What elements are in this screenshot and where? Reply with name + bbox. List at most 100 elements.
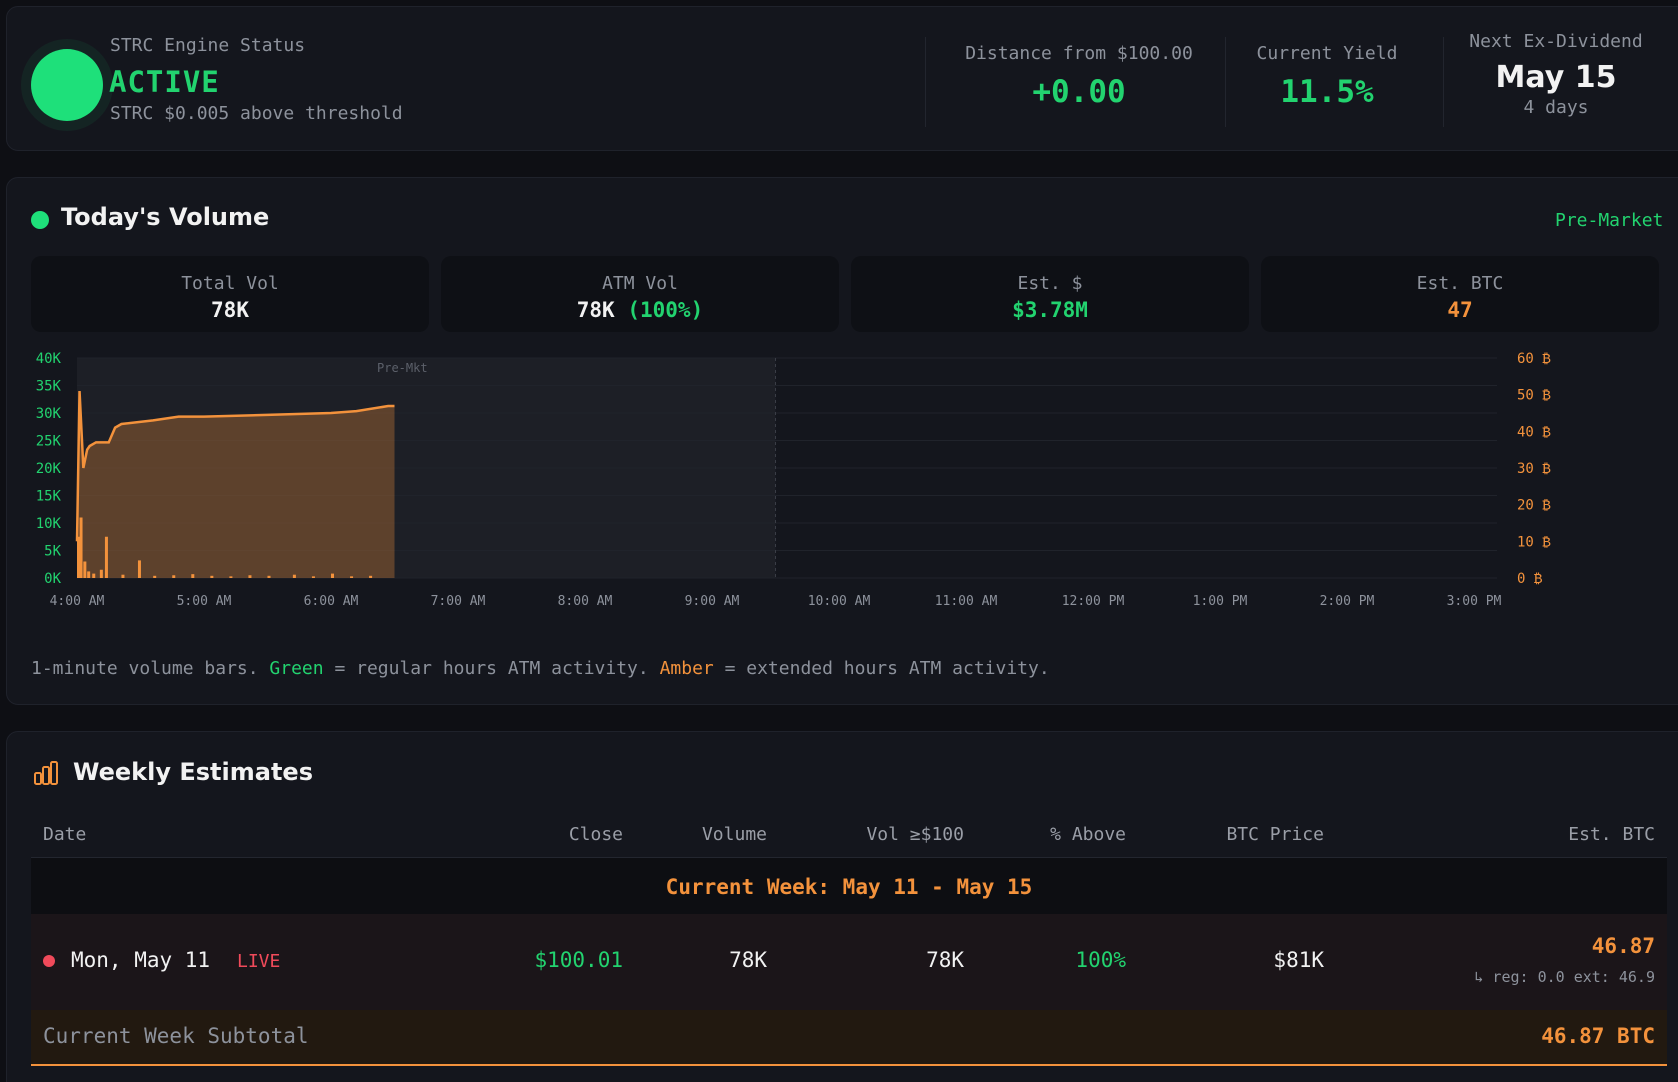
table-row[interactable]: Mon, May 11 LIVE $100.01 78K 78K 100% $8… [31, 914, 1667, 1010]
volume-chart[interactable]: Pre-Mkt 0K 5K 10K 15K 20K 25K 30K 35K 40K 0 ₿ 10 ₿ 2… [7, 348, 1677, 638]
legend-amber: Amber [659, 658, 714, 679]
cumulative-btc-area [77, 391, 395, 578]
row-vol-above: 78K [926, 948, 964, 972]
est-btc-value: 47 [1447, 298, 1473, 322]
x-tick-label: 2:00 PM [1320, 594, 1375, 609]
volume-bar [87, 571, 91, 578]
y-left-tick-label: 30K [36, 406, 62, 422]
x-tick-label: 1:00 PM [1193, 594, 1248, 609]
volume-bar [83, 561, 87, 578]
bar-chart-icon [34, 761, 58, 785]
x-tick-label: 10:00 AM [808, 594, 871, 609]
y-right-tick-label: 10 ₿ [1517, 534, 1551, 550]
atm-vol-value: 78K [576, 298, 615, 322]
yield-metric: Current Yield 11.5% [1237, 7, 1417, 152]
volume-bar [104, 536, 108, 578]
est-btc-label: Est. BTC [1416, 273, 1504, 294]
volume-bar [77, 536, 80, 578]
yield-value: 11.5% [1280, 74, 1374, 110]
distance-metric: Distance from $100.00 +0.00 [941, 7, 1217, 152]
volume-bar [172, 575, 176, 578]
volume-bar [229, 576, 233, 578]
live-badge: LIVE [237, 951, 281, 972]
col-est-btc[interactable]: Est. BTC [1568, 824, 1655, 845]
live-dot-icon [43, 955, 55, 967]
x-tick-label: 4:00 AM [50, 594, 105, 609]
live-indicator-icon [31, 211, 49, 229]
volume-bar [350, 576, 354, 578]
est-dollar-stat: Est. $ $3.78M [851, 256, 1249, 332]
ex-dividend-date: May 15 [1495, 60, 1617, 95]
x-tick-label: 6:00 AM [304, 594, 359, 609]
metric-divider [925, 37, 926, 127]
volume-bar [210, 575, 214, 578]
y-right-tick-label: 30 ₿ [1517, 461, 1551, 477]
y-right-tick-label: 60 ₿ [1517, 351, 1551, 367]
col-btc-price[interactable]: BTC Price [1226, 824, 1324, 845]
session-badge: Pre-Market [1555, 210, 1664, 231]
status-detail: STRC $0.005 above threshold [110, 103, 403, 124]
col-vol-above[interactable]: Vol ≥$100 [866, 824, 964, 845]
ex-dividend-countdown: 4 days [1523, 97, 1589, 118]
volume-bar [79, 517, 83, 578]
col-close[interactable]: Close [568, 824, 623, 845]
col-volume[interactable]: Volume [701, 824, 767, 845]
volume-bar [331, 573, 334, 578]
est-dollar-value: $3.78M [1012, 298, 1088, 322]
weekly-estimates-card: Weekly Estimates Date Close Volume Vol ≥… [6, 731, 1678, 1082]
metric-divider [1225, 37, 1226, 127]
y-left-tick-label: 20K [36, 461, 62, 477]
x-tick-label: 9:00 AM [685, 594, 740, 609]
volume-bar [248, 575, 252, 578]
subtotal-value: 46.87 BTC [1541, 1024, 1655, 1048]
atm-vol-label: ATM Vol [602, 273, 678, 294]
x-tick-label: 11:00 AM [935, 594, 998, 609]
week-subtotal-row: Current Week Subtotal 46.87 BTC [31, 1010, 1667, 1066]
row-btc-price: $81K [1273, 948, 1324, 972]
y-left-tick-label: 0K [44, 571, 61, 587]
volume-bar [369, 575, 373, 578]
x-tick-label: 8:00 AM [558, 594, 613, 609]
ex-dividend-metric: Next Ex-Dividend May 15 4 days [1451, 7, 1661, 152]
status-label: STRC Engine Status [110, 35, 306, 56]
status-state: ACTIVE [109, 65, 220, 99]
volume-bar [92, 573, 96, 578]
current-week-label: Current Week: May 11 - May 15 [665, 875, 1033, 899]
volume-bar [137, 560, 141, 578]
todays-volume-card: Today's Volume Pre-Market Total Vol 78K … [6, 177, 1678, 705]
legend-green: Green [269, 658, 324, 679]
y-left-tick-label: 5K [44, 544, 61, 560]
ex-dividend-label: Next Ex-Dividend [1469, 31, 1643, 52]
volume-bar [191, 574, 195, 578]
atm-vol-pct: (100%) [627, 298, 704, 322]
volume-bar [99, 569, 103, 578]
metric-divider [1443, 37, 1444, 127]
total-vol-stat: Total Vol 78K [31, 256, 429, 332]
y-right-tick-label: 50 ₿ [1517, 388, 1551, 404]
legend-text: = extended hours ATM activity. [713, 658, 1050, 679]
est-dollar-label: Est. $ [1017, 273, 1083, 294]
y-left-tick-label: 25K [36, 434, 62, 450]
total-vol-label: Total Vol [181, 273, 279, 294]
distance-label: Distance from $100.00 [965, 43, 1193, 64]
total-vol-value: 78K [211, 298, 249, 322]
cumulative-btc-line [75, 390, 395, 542]
legend-text: = regular hours ATM activity. [323, 658, 660, 679]
x-tick-label: 7:00 AM [431, 594, 486, 609]
row-close: $100.01 [534, 948, 623, 972]
y-left-tick-label: 15K [36, 489, 62, 505]
atm-vol-stat: ATM Vol 78K (100%) [441, 256, 839, 332]
chart-legend-note: 1-minute volume bars. Green = regular ho… [31, 658, 1050, 679]
volume-title: Today's Volume [61, 203, 270, 231]
x-tick-label: 12:00 PM [1062, 594, 1125, 609]
col-date[interactable]: Date [43, 824, 87, 845]
y-left-tick-label: 10K [36, 516, 62, 532]
volume-bar [311, 576, 315, 578]
status-indicator-icon [31, 49, 103, 121]
volume-bar [153, 575, 157, 578]
engine-status-card: STRC Engine Status ACTIVE STRC $0.005 ab… [6, 6, 1678, 151]
y-right-tick-label: 40 ₿ [1517, 424, 1551, 440]
premarket-annotation: Pre-Mkt [377, 361, 428, 375]
x-tick-label: 3:00 PM [1447, 594, 1502, 609]
col-pct-above[interactable]: % Above [1050, 824, 1126, 845]
